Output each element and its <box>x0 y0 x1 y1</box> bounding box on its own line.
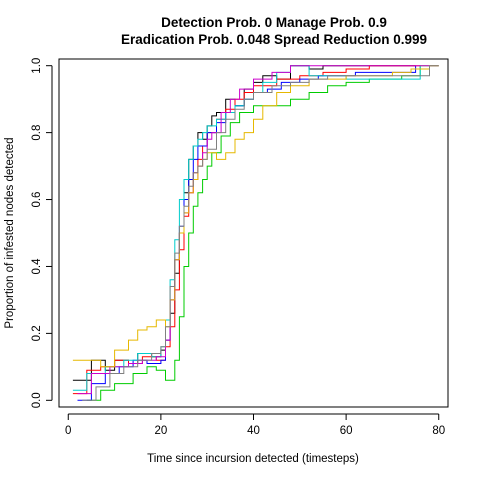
x-tick-label: 80 <box>432 425 445 437</box>
y-axis-label: Proportion of infested nodes detected <box>4 137 16 328</box>
y-tick-label: 0.8 <box>31 125 43 141</box>
y-axis: 0.0 0.2 0.4 0.6 0.8 1.0 <box>31 58 53 408</box>
chart-title: Detection Prob. 0 Manage Prob. 0.9 <box>161 15 387 30</box>
series-line-3 <box>86 65 439 401</box>
x-tick-label: 20 <box>154 425 167 437</box>
chart-subtitle: Eradication Prob. 0.048 Spread Reduction… <box>121 32 427 47</box>
series-line-4 <box>77 65 417 401</box>
series-line-6 <box>77 65 439 395</box>
y-tick-label: 0.6 <box>31 192 43 208</box>
y-tick-label: 0.0 <box>31 392 43 408</box>
series-layer <box>72 65 439 401</box>
x-tick-label: 40 <box>247 425 260 437</box>
x-tick-label: 60 <box>340 425 353 437</box>
y-tick-label: 1.0 <box>31 58 43 74</box>
x-axis-label: Time since incursion detected (timesteps… <box>147 453 359 465</box>
series-line-2 <box>72 65 421 395</box>
series-line-7 <box>72 65 439 368</box>
y-tick-label: 0.4 <box>31 258 43 275</box>
x-axis: 0 20 40 60 80 <box>65 413 445 437</box>
series-line-5 <box>72 65 421 391</box>
plot-frame <box>58 58 449 408</box>
series-line-8 <box>82 65 439 401</box>
x-tick-label: 0 <box>65 425 71 437</box>
y-tick-label: 0.2 <box>31 325 43 341</box>
